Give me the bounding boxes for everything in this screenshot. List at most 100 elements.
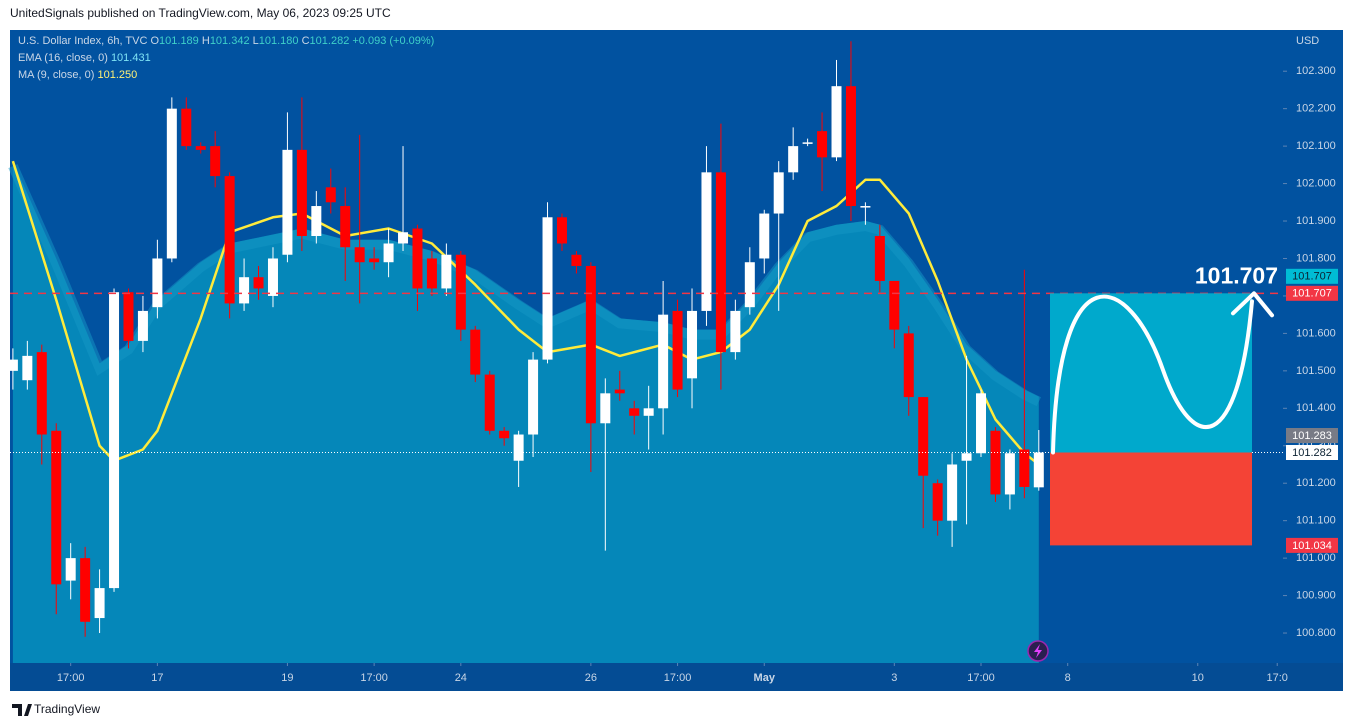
candle-body: [903, 333, 914, 398]
candle-body: [123, 292, 134, 341]
legend-change: +0.093 (+0.09%): [352, 35, 435, 47]
candle-body: [426, 258, 437, 289]
price-badge-label: 101.034: [1292, 540, 1332, 552]
projection-arrowhead: [1231, 291, 1274, 318]
x-tick-label: 26: [585, 672, 597, 684]
candle-body: [195, 146, 206, 150]
target-annotation: 101.707: [1195, 262, 1278, 288]
y-tick-label: 100.900: [1296, 589, 1336, 601]
candle-body: [181, 108, 192, 147]
legend-c: C: [301, 35, 310, 47]
candle-body: [990, 430, 1001, 495]
y-tick-label: 101.100: [1296, 515, 1336, 527]
candle-body: [817, 131, 828, 158]
candle-body: [687, 310, 698, 379]
candle-body: [759, 213, 770, 259]
candle-body: [571, 254, 582, 266]
candle-body: [961, 453, 972, 461]
candle-body: [1004, 453, 1015, 495]
candle-body: [874, 236, 885, 281]
bolt-icon[interactable]: [1027, 640, 1049, 662]
x-tick-label: 8: [1065, 672, 1071, 684]
candle-body: [976, 393, 987, 454]
x-tick-label: 17:00: [664, 672, 692, 684]
candle-body: [65, 558, 76, 581]
currency: USD: [1296, 35, 1319, 47]
candle-body: [499, 430, 510, 439]
candle-body: [658, 314, 669, 409]
legend-l: L: [252, 35, 259, 47]
x-tick-label: 10: [1192, 672, 1204, 684]
legend-close: 101.282: [309, 35, 350, 47]
legend-row: EMA (16, close, 0) 101.431: [18, 50, 434, 67]
candle-body: [239, 277, 250, 304]
x-tick-label: May: [754, 672, 776, 684]
y-tick-label: 102.100: [1296, 140, 1336, 152]
candle-body: [860, 206, 871, 208]
projection-curve: [1051, 294, 1254, 455]
candle-body: [354, 247, 365, 263]
candle-body: [672, 310, 683, 390]
candle-body: [36, 352, 47, 435]
time-axis: [10, 663, 1343, 691]
ema-edge: [8, 164, 1042, 407]
candle-body: [455, 254, 466, 330]
tv-logo: [12, 704, 32, 716]
price-badge: [1286, 427, 1338, 443]
x-tick-label: 17: [151, 672, 163, 684]
candle-body: [470, 329, 481, 375]
y-tick-label: 102.200: [1296, 103, 1336, 115]
price-badge: [1286, 268, 1338, 284]
candle-body: [152, 258, 163, 308]
price-badge-label: 101.707: [1292, 271, 1332, 283]
candle-body: [643, 408, 654, 416]
y-tick-label: 100.800: [1296, 627, 1336, 639]
candle-body: [1019, 449, 1030, 487]
candle-body: [369, 258, 380, 263]
candle-body: [412, 228, 423, 289]
candle-body: [94, 588, 105, 619]
legend-row: U.S. Dollar Index, 6h, TVC O101.189 H 101…: [18, 33, 434, 50]
candle-body: [542, 217, 553, 360]
candle-body: [889, 280, 900, 330]
price-badge: [1286, 537, 1338, 553]
x-tick-label: 17:0: [1267, 672, 1288, 684]
price-badge-label: 101.282: [1292, 447, 1332, 459]
legend-o: O: [150, 35, 160, 47]
x-tick-label: 17:00: [967, 672, 995, 684]
price-badge: [1286, 444, 1338, 460]
candle-body: [80, 558, 91, 622]
candle-body: [282, 149, 293, 255]
indicator-name: MA (9, close, 0): [18, 69, 95, 81]
y-tick-label: 101.000: [1296, 552, 1336, 564]
candle-body: [441, 254, 452, 289]
y-tick-label: 102.300: [1296, 65, 1336, 77]
legend-open: 101.189: [159, 35, 199, 47]
candle-body: [556, 217, 567, 244]
candle-body: [788, 146, 799, 173]
candle-body: [137, 310, 148, 341]
candle-body: [51, 430, 62, 585]
candle-body: [932, 483, 943, 521]
candle-body: [629, 408, 640, 416]
candle-body: [831, 86, 842, 158]
legend-symbol: U.S. Dollar Index, 6h, TVC: [18, 35, 148, 47]
candle-body: [253, 277, 264, 289]
candle-body: [311, 206, 322, 237]
candle-body: [918, 397, 929, 476]
price-badge-label: 101.283: [1292, 430, 1332, 442]
candle-body: [325, 187, 336, 203]
price-badge: [1286, 285, 1338, 301]
footer-brand: TradingView: [34, 702, 100, 716]
candle-body: [701, 172, 712, 311]
legend-h: H: [201, 35, 210, 47]
indicator-name: EMA (16, close, 0): [18, 52, 108, 64]
candle-body: [513, 434, 524, 461]
x-tick-label: 17:00: [360, 672, 388, 684]
candle-body: [398, 232, 409, 244]
candle-body: [1033, 452, 1044, 488]
y-tick-label: 101.400: [1296, 402, 1336, 414]
price-badge-label: 101.707: [1292, 288, 1332, 300]
